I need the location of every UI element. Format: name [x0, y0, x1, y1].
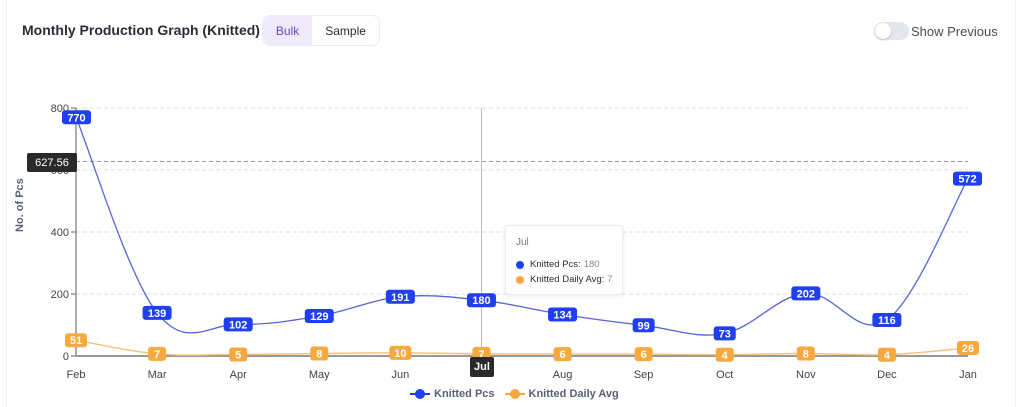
data-label-text: 202 [797, 288, 815, 300]
data-label-text: 6 [641, 349, 647, 361]
knitted-daily-avg-marker-icon [504, 389, 525, 399]
crosshair-x-label: Jul [470, 357, 494, 377]
x-tick-label: Mar [148, 369, 167, 381]
data-label-text: 4 [722, 350, 729, 362]
knitted-pcs-data-label[interactable] [223, 317, 253, 332]
knitted-daily-avg-data-label[interactable] [715, 347, 734, 362]
knitted-daily-avg-data-label[interactable] [229, 347, 248, 362]
data-label-text: 770 [67, 112, 85, 124]
knitted-daily-avg-data-label[interactable] [877, 347, 896, 362]
x-tick-label: Apr [230, 369, 247, 381]
x-tick-label: Feb [67, 369, 86, 381]
x-tick-label: Aug [553, 369, 573, 381]
data-label-text: 26 [962, 343, 974, 355]
data-label-text: 99 [638, 320, 650, 332]
knitted-daily-avg-data-label[interactable] [796, 346, 815, 361]
legend-label: Knitted Daily Avg [528, 388, 619, 400]
knitted-pcs-data-label[interactable] [791, 286, 821, 301]
data-label-text: 7 [478, 349, 484, 361]
y-axis-label: No. of Pcs [14, 178, 26, 232]
y-tick-label: 0 [63, 351, 69, 363]
tooltip-value: 7 [607, 274, 613, 285]
data-label-text: 73 [719, 328, 731, 340]
data-label-text: 572 [958, 174, 976, 186]
knitted-pcs-data-label[interactable] [713, 326, 736, 341]
show-previous-control: Show Previous [874, 22, 998, 40]
data-label-text: 5 [235, 349, 241, 361]
data-label-text: 129 [310, 311, 328, 323]
data-label-text: 4 [884, 350, 891, 362]
segment-sample[interactable]: Sample [325, 23, 366, 38]
data-label-text: 102 [229, 319, 247, 331]
x-tick-label: Jun [391, 369, 409, 381]
knitted-pcs-dot-icon [516, 260, 524, 269]
tooltip-value: 180 [583, 259, 600, 270]
data-label-text: 134 [553, 309, 572, 321]
knitted-daily-avg-data-label[interactable] [148, 346, 167, 361]
data-label-text: 8 [803, 349, 809, 361]
data-label-text: 7 [154, 349, 160, 361]
x-tick-label: Sep [634, 369, 654, 381]
data-label-text: 180 [472, 295, 490, 307]
knitted-pcs-data-label[interactable] [142, 305, 172, 320]
knitted-pcs-data-label[interactable] [953, 171, 982, 186]
knitted-daily-avg-dot-icon [516, 275, 524, 284]
x-tick-label: Jan [959, 369, 977, 381]
chart-card [6, 0, 1016, 407]
knitted-daily-avg-data-label[interactable] [634, 347, 653, 362]
show-previous-label: Show Previous [911, 23, 998, 39]
bulk-sample-switch: Bulk Sample [262, 15, 380, 46]
tooltip-label: Knitted Daily Avg: [530, 274, 605, 285]
data-label-text: 10 [394, 348, 406, 360]
y-tick-label: 400 [51, 227, 69, 239]
knitted-pcs-marker-icon [410, 389, 430, 399]
data-label-text: 8 [316, 349, 322, 361]
data-label-text: 191 [391, 292, 409, 304]
knitted-daily-avg-data-label[interactable] [310, 346, 329, 361]
knitted-pcs-line [75, 117, 969, 336]
y-tick-label: 200 [51, 289, 69, 301]
knitted-daily-avg-data-label[interactable] [65, 333, 87, 348]
legend-item-knitted-daily-avg[interactable]: Knitted Daily Avg [504, 388, 619, 400]
knitted-daily-avg-line [75, 339, 969, 356]
knitted-pcs-data-label[interactable] [466, 293, 496, 308]
knitted-daily-avg-data-label[interactable] [553, 347, 572, 362]
knitted-pcs-data-label[interactable] [304, 309, 334, 324]
tooltip-title: Jul [516, 237, 529, 248]
x-tick-label: Nov [796, 369, 816, 381]
segment-bulk[interactable]: Bulk [263, 16, 313, 45]
chart-legend: Knitted Pcs Knitted Daily Avg [410, 388, 629, 400]
knitted-daily-avg-data-label[interactable] [389, 345, 412, 360]
legend-label: Knitted Pcs [434, 388, 495, 400]
data-label-text: 116 [878, 315, 896, 327]
tooltip-row-knitted-daily-avg: Knitted Daily Avg: 7 [516, 274, 613, 285]
x-tick-label: Dec [877, 369, 897, 381]
x-tick-label: Oct [716, 369, 733, 381]
show-previous-toggle[interactable] [874, 22, 909, 40]
reference-line-label: 627.56 [27, 153, 77, 172]
tooltip-row-knitted-pcs: Knitted Pcs: 180 [516, 259, 600, 270]
knitted-pcs-data-label[interactable] [632, 318, 655, 333]
knitted-pcs-data-label[interactable] [548, 307, 578, 322]
knitted-pcs-data-label[interactable] [872, 313, 902, 328]
data-label-text: 51 [70, 335, 82, 347]
legend-item-knitted-pcs[interactable]: Knitted Pcs [410, 388, 495, 400]
knitted-pcs-data-label[interactable] [62, 110, 91, 125]
chart-tooltip: Jul Knitted Pcs: 180 Knitted Daily Avg: … [505, 225, 623, 295]
tooltip-label: Knitted Pcs: [530, 259, 581, 270]
data-label-text: 139 [148, 308, 166, 320]
knitted-pcs-data-label[interactable] [385, 289, 415, 304]
x-tick-label: May [309, 369, 330, 381]
knitted-daily-avg-data-label[interactable] [957, 340, 979, 355]
page-title: Monthly Production Graph (Knitted) [22, 22, 260, 38]
data-label-text: 6 [559, 349, 565, 361]
